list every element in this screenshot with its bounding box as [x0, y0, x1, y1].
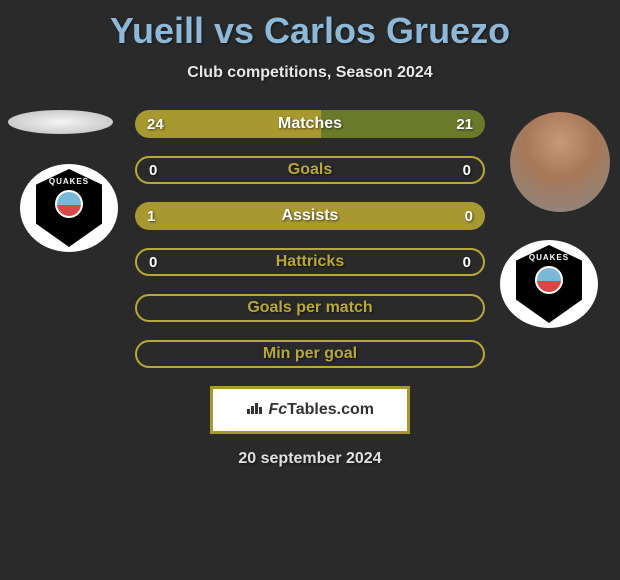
chart-icon [246, 401, 264, 415]
team2-label: QUAKES [529, 253, 569, 262]
brand-prefix: Fc [268, 401, 287, 418]
stat-label: Matches [135, 115, 485, 133]
stat-bars: 24Matches210Goals01Assists00Hattricks0Go… [135, 110, 485, 368]
ball-icon [535, 266, 563, 294]
stat-label: Assists [135, 207, 485, 225]
stat-right-value: 0 [465, 208, 473, 225]
ball-icon [55, 190, 83, 218]
team-shield-icon: QUAKES [516, 245, 582, 323]
team-shield-icon: QUAKES [36, 169, 102, 247]
player2-avatar [510, 112, 610, 212]
stat-label: Goals [137, 161, 483, 179]
stat-label: Min per goal [137, 345, 483, 363]
team1-label: QUAKES [49, 177, 89, 186]
stat-row-min-per-goal: Min per goal [135, 340, 485, 368]
player2-team-logo: QUAKES [500, 240, 598, 328]
stat-row-hattricks: 0Hattricks0 [135, 248, 485, 276]
comparison-subtitle: Club competitions, Season 2024 [0, 64, 620, 82]
brand-suffix: Tables.com [287, 401, 374, 418]
footer-date: 20 september 2024 [0, 450, 620, 468]
brand-text: FcTables.com [246, 401, 374, 419]
stat-row-assists: 1Assists0 [135, 202, 485, 230]
comparison-content: QUAKES QUAKES 24Matches210Goals01Assists… [0, 110, 620, 468]
stat-right-value: 0 [463, 254, 471, 271]
stat-row-goals-per-match: Goals per match [135, 294, 485, 322]
stat-right-value: 0 [463, 162, 471, 179]
stat-label: Hattricks [137, 253, 483, 271]
brand-box: FcTables.com [210, 386, 410, 434]
stat-row-matches: 24Matches21 [135, 110, 485, 138]
stat-label: Goals per match [137, 299, 483, 317]
player1-avatar [8, 110, 113, 134]
player1-team-logo: QUAKES [20, 164, 118, 252]
stat-row-goals: 0Goals0 [135, 156, 485, 184]
comparison-title: Yueill vs Carlos Gruezo [0, 0, 620, 52]
stat-right-value: 21 [456, 116, 473, 133]
